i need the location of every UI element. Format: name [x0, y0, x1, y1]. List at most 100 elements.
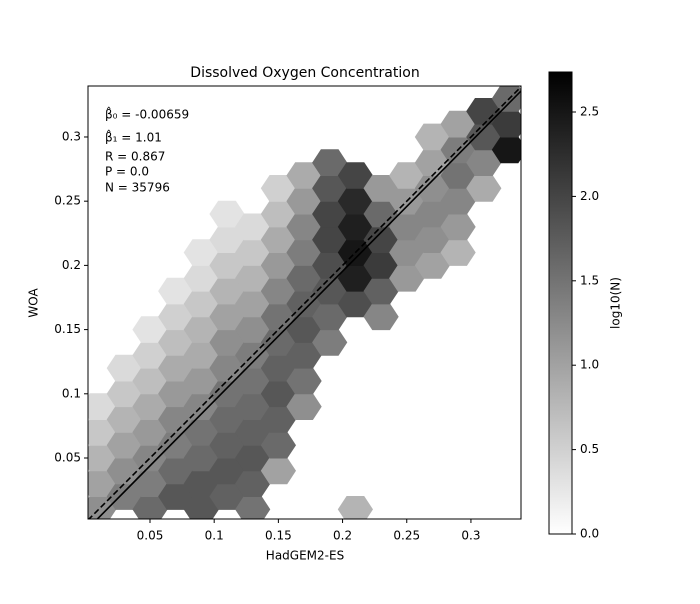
identity-line — [88, 86, 521, 519]
hex-cell — [286, 316, 322, 343]
hex-cell — [235, 393, 271, 420]
hex-cell — [260, 175, 296, 202]
hex-cell — [260, 277, 296, 305]
hex-cell — [440, 239, 476, 266]
hex-cell — [312, 149, 348, 176]
hex-cell — [414, 149, 450, 176]
hex-cell — [286, 341, 322, 369]
hex-cell — [158, 354, 194, 382]
hex-cell — [260, 303, 296, 331]
hex-cell — [209, 483, 245, 510]
hex-cell — [414, 252, 450, 279]
plot-frame — [87, 85, 522, 520]
x-tick-label: 0.1 — [205, 529, 224, 543]
hex-cell — [337, 187, 373, 215]
hex-cell — [286, 290, 322, 318]
hex-cell — [286, 239, 322, 266]
hex-cell — [491, 86, 521, 112]
hex-cell — [183, 393, 219, 420]
hex-cell — [235, 239, 271, 266]
hex-cell — [363, 252, 399, 279]
hex-cell — [106, 483, 142, 510]
hex-cell — [466, 123, 502, 151]
hex-cell — [183, 341, 219, 369]
hex-cell — [88, 419, 117, 446]
hex-cell — [209, 226, 245, 253]
hex-cell — [337, 264, 373, 292]
hex-cell — [158, 277, 194, 305]
hex-cell — [312, 200, 348, 228]
hex-cell — [183, 239, 219, 266]
hex-cell — [363, 303, 399, 331]
hex-cell — [183, 316, 219, 343]
hex-cell — [158, 406, 194, 433]
hex-cell — [389, 239, 425, 266]
hex-cell — [440, 110, 476, 138]
hex-cell — [209, 252, 245, 279]
x-tick-label: 0.3 — [461, 529, 480, 543]
hex-cell — [312, 226, 348, 253]
hex-cell — [260, 354, 296, 382]
hex-cell — [337, 162, 373, 189]
hex-cell — [106, 457, 142, 485]
hex-cell — [132, 470, 168, 497]
hex-cell — [158, 431, 194, 459]
hex-cell — [88, 470, 117, 497]
x-tick-label: 0.2 — [333, 529, 352, 543]
hex-cell — [132, 444, 168, 472]
hex-cell — [466, 98, 502, 125]
hex-cell — [235, 290, 271, 318]
hex-cell — [158, 483, 194, 510]
hex-cell — [183, 444, 219, 472]
hex-cell — [209, 354, 245, 382]
hex-cell — [183, 470, 219, 497]
hex-cell — [235, 367, 271, 395]
colorbar-tick-label: 0.0 — [580, 527, 599, 541]
hex-cell — [466, 175, 502, 202]
colorbar-tick-label: 0.5 — [580, 442, 599, 456]
hex-cell — [106, 380, 142, 408]
hex-cell — [132, 367, 168, 395]
hex-cell — [440, 162, 476, 189]
hex-cell — [209, 303, 245, 331]
hex-cell — [158, 457, 194, 485]
hex-cell — [286, 187, 322, 215]
hex-cell — [286, 367, 322, 395]
hex-cell — [491, 136, 521, 164]
hex-layer — [88, 86, 521, 519]
hex-cell — [183, 496, 219, 519]
hex-cell — [312, 252, 348, 279]
hex-cell — [491, 110, 521, 138]
hex-cell — [363, 226, 399, 253]
hex-cell — [260, 406, 296, 433]
hex-cell — [389, 213, 425, 241]
hex-cell — [389, 264, 425, 292]
stat-annotation: β̂₀ = -0.00659 — [105, 105, 189, 121]
hex-cell — [209, 431, 245, 459]
hex-cell — [235, 264, 271, 292]
hex-cell — [235, 444, 271, 472]
hex-cell — [440, 213, 476, 241]
y-tick-label: 0.1 — [62, 386, 81, 400]
hex-cell — [209, 277, 245, 305]
hex-cell — [440, 187, 476, 215]
hex-cell — [106, 406, 142, 433]
hex-cell — [158, 303, 194, 331]
hex-cell — [158, 329, 194, 356]
hex-cell — [260, 252, 296, 279]
stat-annotation: β̂₁ = 1.01 — [105, 128, 162, 144]
x-tick-label: 0.05 — [137, 529, 164, 543]
chart-title: Dissolved Oxygen Concentration — [190, 65, 419, 81]
hex-cell — [312, 303, 348, 331]
hex-cell — [106, 431, 142, 459]
hex-cell — [132, 341, 168, 369]
colorbar-tick-label: 2.5 — [580, 105, 599, 119]
hex-cell — [286, 264, 322, 292]
stat-annotation: R = 0.867 — [105, 150, 165, 164]
hex-cell — [414, 175, 450, 202]
hex-cell — [260, 431, 296, 459]
hex-cell — [389, 162, 425, 189]
hex-cell — [466, 149, 502, 176]
hex-cell — [312, 277, 348, 305]
hex-cell — [312, 175, 348, 202]
